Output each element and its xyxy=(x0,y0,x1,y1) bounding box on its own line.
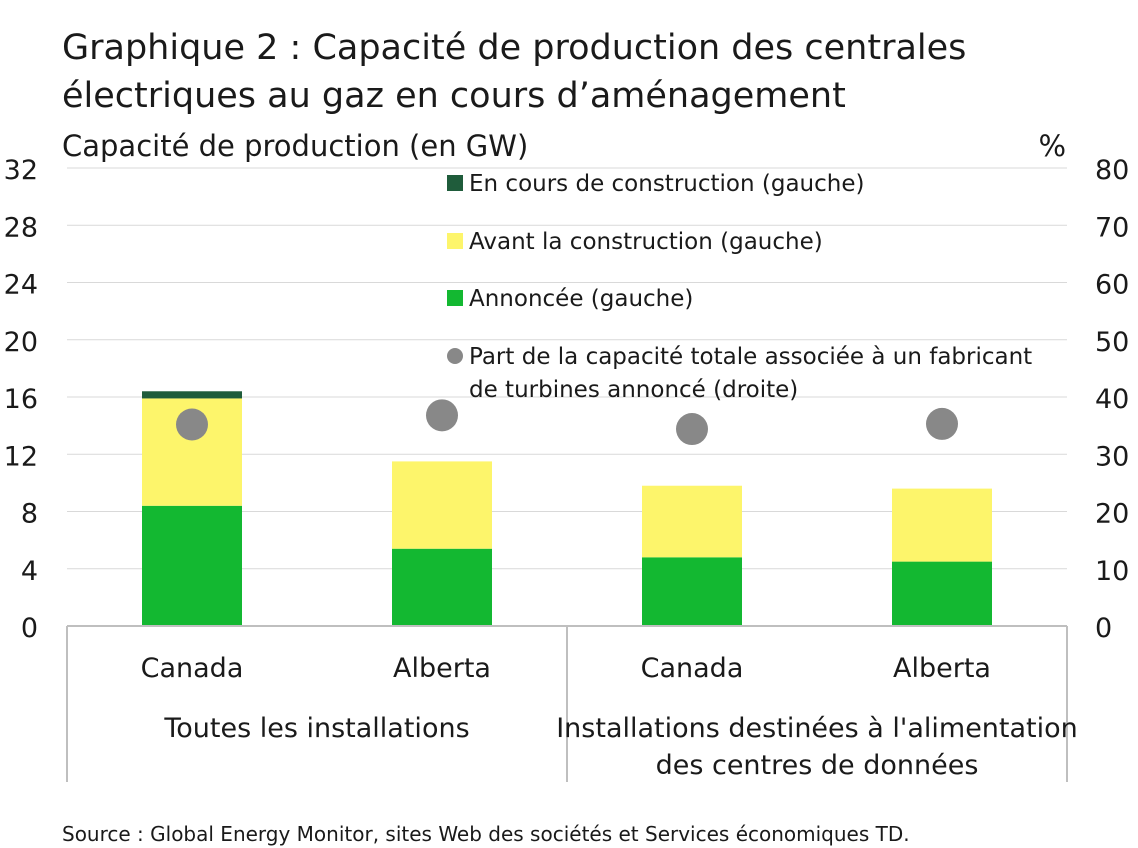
source-note: Source : Global Energy Monitor, sites We… xyxy=(62,822,910,846)
bar-segment-pre-construction xyxy=(892,488,992,562)
y-tick-label-right: 20 xyxy=(1095,499,1129,530)
x-group-label: Installations destinées à l'alimentation xyxy=(556,713,1078,744)
y-tick-label-right: 30 xyxy=(1095,441,1129,472)
legend-marker xyxy=(447,348,463,364)
share-point xyxy=(176,408,208,441)
y-tick-label-right: 10 xyxy=(1095,556,1129,587)
y-tick-label-left: 20 xyxy=(4,327,38,358)
chart-title-line-2: électriques au gaz en cours d’aménagemen… xyxy=(62,76,846,116)
legend-swatch xyxy=(447,175,463,191)
legend-label: Part de la capacité totale associée à un… xyxy=(469,344,1032,370)
legend-swatch xyxy=(447,233,463,249)
y-tick-label-left: 28 xyxy=(4,212,38,243)
bar-segment-announced xyxy=(642,557,742,626)
legend-label: En cours de construction (gauche) xyxy=(469,171,864,197)
chart-title: Graphique 2 : Capacité de production des… xyxy=(62,24,1122,120)
x-tick-label: Canada xyxy=(141,653,244,684)
x-tick-label: Alberta xyxy=(393,653,491,684)
x-tick-label: Alberta xyxy=(893,653,991,684)
y-tick-label-left: 8 xyxy=(21,499,38,530)
share-point xyxy=(926,407,958,440)
y-tick-label-right: 80 xyxy=(1095,155,1129,186)
y-axis-left-label: Capacité de production (en GW) xyxy=(62,129,529,163)
share-point xyxy=(426,399,458,432)
y-tick-label-right: 40 xyxy=(1095,384,1129,415)
x-tick-label: Canada xyxy=(641,653,744,684)
bar-segment-announced xyxy=(392,548,492,626)
chart-title-line-1: Graphique 2 : Capacité de production des… xyxy=(62,28,967,68)
y-tick-label-right: 70 xyxy=(1095,212,1129,243)
y-axis-right-label: % xyxy=(1038,129,1066,163)
bar-segment-pre-construction xyxy=(392,461,492,549)
legend-label: de turbines annoncé (droite) xyxy=(469,377,798,403)
y-tick-label-right: 0 xyxy=(1095,613,1112,644)
legend-label: Annoncée (gauche) xyxy=(469,286,693,312)
legend-swatch xyxy=(447,290,463,306)
y-tick-label-left: 32 xyxy=(4,155,38,186)
y-tick-label-left: 24 xyxy=(4,270,38,301)
y-tick-label-left: 0 xyxy=(21,613,38,644)
y-tick-label-left: 4 xyxy=(21,556,38,587)
bar-segment-announced xyxy=(142,505,242,626)
x-group-label: Toutes les installations xyxy=(163,713,469,744)
legend-label: Avant la construction (gauche) xyxy=(469,229,823,255)
bar-segment-pre-construction xyxy=(642,485,742,558)
x-group-label: des centres de données xyxy=(656,750,979,781)
y-tick-label-right: 60 xyxy=(1095,270,1129,301)
y-tick-label-right: 50 xyxy=(1095,327,1129,358)
bar-segment-announced xyxy=(892,561,992,626)
y-tick-label-left: 12 xyxy=(4,441,38,472)
share-point xyxy=(676,413,708,446)
bar-segment-construction xyxy=(142,391,242,399)
y-tick-label-left: 16 xyxy=(4,384,38,415)
